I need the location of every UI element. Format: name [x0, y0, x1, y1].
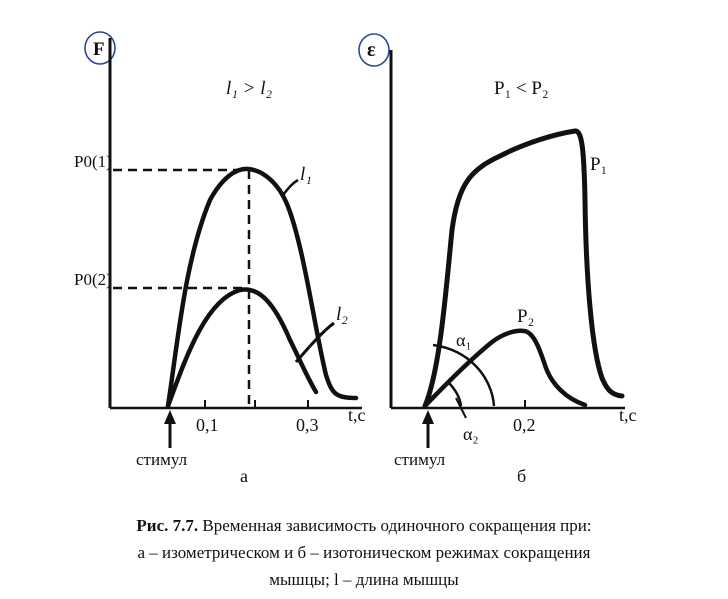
caption-line-3: мышцы; l – длина мышцы — [269, 570, 459, 589]
caption-label: Рис. 7.7. — [136, 516, 199, 535]
annotation-circle-b — [358, 33, 390, 67]
stimulus-label-a: стимул — [136, 450, 188, 469]
condition-b: P₁ < P₂ — [494, 78, 549, 99]
stimulus-label-b: стимул — [394, 450, 446, 469]
curve-l2 — [165, 287, 319, 409]
panel-b: ε P₁ < P₂ P₁ P₂ α₁ α₂ 0,2 t,с стимул б — [358, 33, 637, 486]
condition-a: l₁ > l₂ — [226, 78, 272, 99]
y-axis-label-b: ε — [367, 39, 376, 61]
panel-letter-a: а — [240, 466, 248, 486]
caption-text-1: Временная зависимость одиночного сокраще… — [202, 516, 592, 535]
figure: F l₁ > l₂ P0(1) P0(2) l₁ l₂ 0,1 0,3 t,с … — [74, 31, 637, 486]
y-axis-label-a: F — [93, 39, 105, 60]
curve-p2 — [422, 328, 588, 409]
alpha1-label: α₁ — [456, 330, 472, 350]
figure-caption: Рис. 7.7. Временная зависимость одиночно… — [0, 512, 728, 593]
angle-arc-2 — [447, 381, 463, 407]
annotation-circle-a — [84, 31, 116, 65]
curve-p1 — [422, 128, 625, 409]
curve-l1-label: l₁ — [300, 164, 312, 185]
caption-line-2: а – изометрическом и б – изотоническом р… — [137, 543, 591, 562]
angle-arc-1 — [432, 343, 496, 407]
panel-a: F l₁ > l₂ P0(1) P0(2) l₁ l₂ 0,1 0,3 t,с … — [74, 31, 366, 486]
caption-line-1: Рис. 7.7. Временная зависимость одиночно… — [0, 512, 728, 539]
curve-l2-label: l₂ — [336, 304, 348, 325]
x-axis-label-a: t,с — [348, 405, 366, 425]
panel-letter-b: б — [517, 466, 526, 486]
stimulus-arrow-a-head — [164, 410, 176, 424]
level-lower-label: P0(2) — [74, 270, 112, 289]
stimulus-arrow-b-head — [422, 410, 434, 424]
x-axis-label-b: t,с — [619, 405, 637, 425]
level-upper-label: P0(1) — [74, 152, 112, 171]
alpha2-leader — [455, 397, 467, 419]
curve-p1-label: P₁ — [590, 154, 607, 175]
curve-l1 — [165, 166, 359, 409]
l1-leader — [282, 178, 299, 196]
tick-label-a-2: 0,3 — [296, 415, 319, 435]
tick-label-a-1: 0,1 — [196, 415, 219, 435]
tick-label-b-1: 0,2 — [513, 415, 536, 435]
alpha2-label: α₂ — [463, 424, 479, 444]
curve-p2-label: P₂ — [517, 306, 534, 327]
l2-leader — [294, 321, 335, 363]
